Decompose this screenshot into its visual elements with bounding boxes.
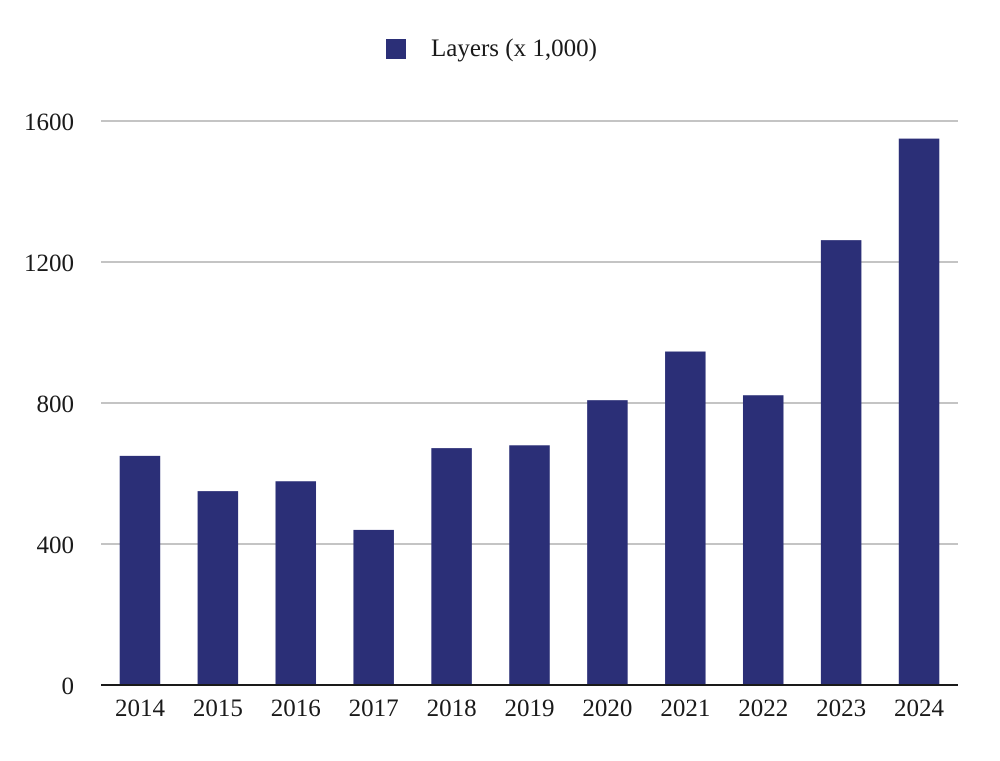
x-tick-label: 2023	[816, 695, 866, 722]
y-axis-ticks: 0 400 800 1200 1600	[24, 109, 74, 700]
legend-label: Layers (x 1,000)	[431, 35, 597, 62]
x-tick-label: 2022	[738, 695, 788, 722]
legend-swatch	[386, 39, 406, 59]
bar-2019	[509, 445, 550, 685]
x-tick-label: 2024	[894, 695, 945, 722]
x-tick-label: 2016	[271, 695, 321, 722]
x-axis-ticks: 2014 2015 2016 2017 2018 2019 2020 2021 2022 2023…	[115, 695, 945, 722]
legend: Layers (x 1,000)	[386, 35, 597, 62]
y-tick-label: 1600	[24, 109, 74, 136]
y-tick-label: 400	[37, 532, 75, 559]
x-tick-label: 2020	[582, 695, 632, 722]
bar-2017	[353, 529, 394, 685]
bar-2018	[431, 448, 472, 685]
x-tick-label: 2017	[349, 695, 399, 722]
bar-2015	[197, 491, 239, 685]
x-tick-label: 2021	[660, 695, 710, 722]
bar-2021	[665, 351, 706, 685]
bar-2014	[119, 455, 161, 685]
x-tick-label: 2015	[193, 695, 243, 722]
y-tick-label: 1200	[24, 250, 74, 277]
y-tick-label: 0	[62, 673, 75, 700]
bar-2022	[742, 395, 784, 685]
bar-2024	[898, 138, 940, 685]
bar-2016	[275, 481, 317, 685]
x-tick-label: 2014	[115, 695, 166, 722]
x-tick-label: 2019	[505, 695, 555, 722]
x-tick-label: 2018	[427, 695, 477, 722]
bar-2020	[587, 400, 628, 685]
bar-2023	[820, 240, 862, 685]
bars	[119, 138, 940, 685]
y-tick-label: 800	[37, 391, 75, 418]
